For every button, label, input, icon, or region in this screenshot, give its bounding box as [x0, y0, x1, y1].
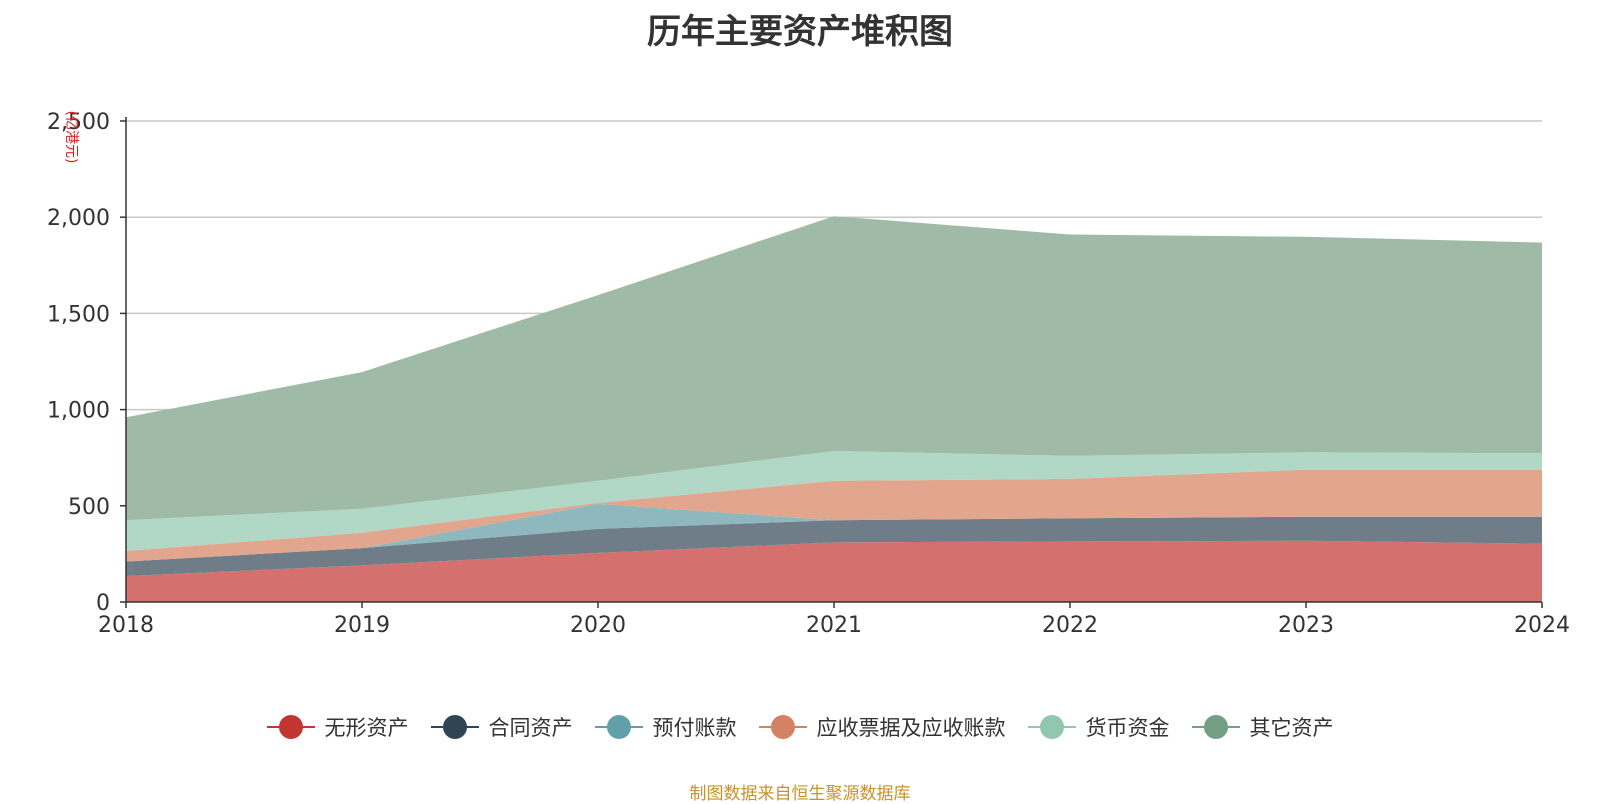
x-tick-label: 2021: [806, 613, 862, 638]
legend-item[interactable]: 货币资金: [1027, 712, 1170, 742]
x-tick-label: 2019: [334, 613, 390, 638]
y-tick-label: 500: [68, 495, 110, 520]
area-series-layer: [126, 216, 1542, 602]
y-tick-label: 1,500: [47, 302, 110, 327]
x-tick-label: 2024: [1514, 613, 1570, 638]
x-tick-label: 2020: [570, 613, 626, 638]
legend-label: 无形资产: [324, 716, 409, 740]
legend-item[interactable]: 应收票据及应收账款: [758, 712, 1006, 742]
legend-marker-icon: [266, 715, 315, 739]
y-tick-label: 2,000: [47, 206, 110, 231]
legend-label: 预付账款: [652, 716, 737, 740]
axes: 0 500 1,000 1,500 2,000 2,500 2018 2019 2020 2021…: [47, 110, 1570, 638]
y-tick-label: 1,000: [47, 399, 110, 424]
legend-label: 应收票据及应收账款: [816, 716, 1006, 740]
y-axis-label: (亿港元): [63, 111, 79, 164]
legend-item[interactable]: 其它资产: [1191, 712, 1334, 742]
legend-marker-icon: [1027, 715, 1076, 739]
legend-item[interactable]: 无形资产: [266, 712, 409, 742]
y-tick-label: 0: [96, 591, 110, 616]
chart-title: 历年主要资产堆积图: [647, 12, 953, 52]
area-series: [126, 216, 1542, 521]
legend-item[interactable]: 预付账款: [594, 712, 737, 742]
area-series: [126, 451, 1542, 551]
legend-marker-icon: [430, 715, 479, 739]
x-tick-label: 2018: [98, 613, 154, 638]
y-tick-label: 2,500: [47, 110, 110, 135]
legend-label: 合同资产: [488, 716, 573, 740]
x-tick-label: 2022: [1042, 613, 1098, 638]
legend-label: 其它资产: [1249, 716, 1334, 740]
source-note: 制图数据来自恒生聚源数据库: [689, 784, 911, 804]
area-series: [126, 469, 1542, 562]
legend: 无形资产 合同资产 预付账款 应收票据及应收账款 货币资金 其它资产: [0, 712, 1600, 742]
x-tick-label: 2023: [1278, 613, 1334, 638]
legend-item[interactable]: 合同资产: [430, 712, 573, 742]
legend-label: 货币资金: [1085, 716, 1170, 740]
legend-marker-icon: [594, 715, 643, 739]
area-series: [126, 540, 1542, 602]
legend-marker-icon: [1191, 715, 1240, 739]
area-series: [126, 516, 1542, 576]
legend-marker-icon: [758, 715, 807, 739]
